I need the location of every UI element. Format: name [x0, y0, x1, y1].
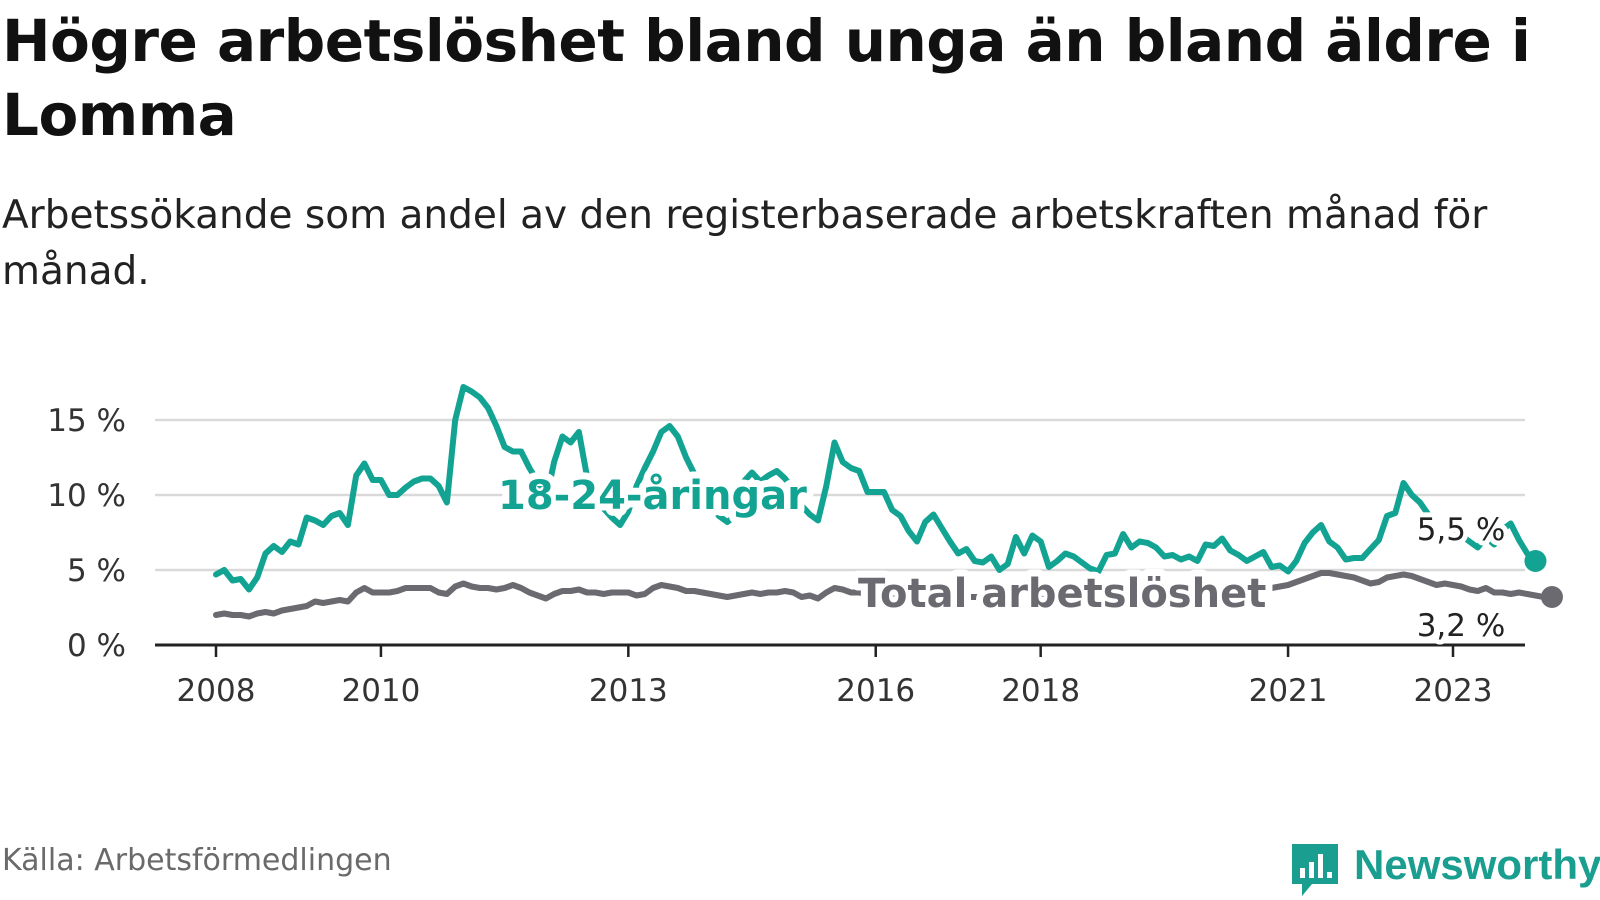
x-tick-label: 2008 [177, 673, 256, 709]
y-tick-label: 0 % [67, 628, 126, 664]
end-value-total: 3,2 % [1417, 608, 1506, 644]
gridlines [155, 418, 1525, 647]
series-lines [213, 384, 1563, 620]
source-note: Källa: Arbetsförmedlingen [2, 843, 392, 878]
series-line-youth [213, 384, 1539, 593]
page-title: Högre arbetslöshet bland unga än bland ä… [2, 7, 1531, 149]
y-axis-ticks: 0 % 5 % 10 % 15 % [47, 403, 126, 664]
end-value-youth: 5,5 % [1417, 512, 1506, 548]
series-labels: 18-24-åringar Total arbetslöshet 5,5 % 3,2 … [491, 465, 1510, 649]
y-tick-label: 10 % [47, 478, 126, 514]
chart-bars-icon [1292, 844, 1338, 896]
newsworthy-logo[interactable]: Newsworthy [1290, 840, 1600, 900]
x-tick-label: 2013 [589, 673, 668, 709]
x-tick-label: 2021 [1249, 673, 1328, 709]
end-point-total [1540, 586, 1563, 608]
x-tick-label: 2018 [1001, 673, 1080, 709]
x-tick-label: 2016 [836, 673, 915, 709]
brand-name: Newsworthy [1354, 841, 1600, 888]
x-tick-label: 2010 [341, 673, 420, 709]
end-point-youth [1524, 550, 1547, 572]
series-label-total: Total arbetslöshet [858, 571, 1266, 617]
series-label-youth: 18-24-åringar [498, 472, 807, 519]
y-tick-label: 5 % [67, 553, 126, 589]
x-axis-ticks: 2008 2010 2013 2016 2018 2021 2023 [177, 645, 1493, 709]
x-tick-label: 2023 [1414, 673, 1493, 709]
chart-subtitle: Arbetssökande som andel av den registerb… [2, 193, 1488, 294]
series-line-total [213, 570, 1555, 620]
y-tick-label: 15 % [47, 403, 126, 439]
line-chart: 0 %5 %10 %15 % 2008 2010 2013 2016 2018 2021 2… [47, 384, 1563, 709]
